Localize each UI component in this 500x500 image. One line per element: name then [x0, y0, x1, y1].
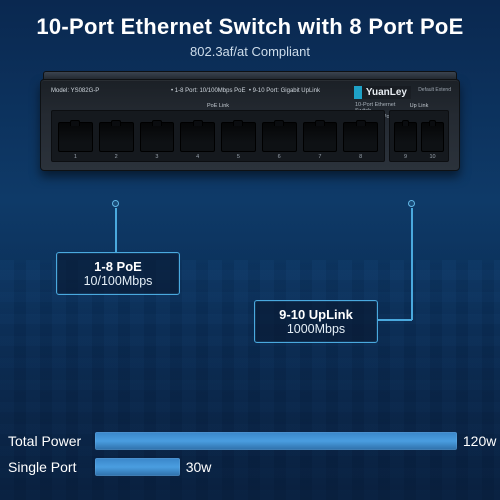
uplink-ports-group: Up Link 9 10: [389, 110, 449, 162]
port-8: 8: [343, 122, 378, 152]
port-6: 6: [262, 122, 297, 152]
device-port-desc: • 1-8 Port: 10/100Mbps PoE • 9-10 Port: …: [171, 88, 320, 95]
callout-uplink-line-h: [378, 319, 412, 321]
page-title: 10-Port Ethernet Switch with 8 Port PoE: [10, 14, 490, 40]
power-single-bar: [95, 458, 180, 476]
port-1: 1: [58, 122, 93, 152]
power-single-label: Single Port: [0, 459, 95, 475]
power-total-value: 120w: [463, 433, 496, 449]
poe-ports-group: PoE Link 1 2 3 4 5 6 7 8: [51, 110, 385, 162]
device-model-label: Model: YS082G-P: [51, 88, 99, 95]
callout-uplink-line1: 9-10 UpLink: [263, 307, 369, 322]
port-7: 7: [303, 122, 338, 152]
power-total-row: Total Power 120w: [0, 432, 480, 450]
callout-poe: 1-8 PoE 10/100Mbps: [56, 252, 180, 295]
port-4: 4: [180, 122, 215, 152]
callout-poe-line: [115, 208, 117, 252]
callout-poe-line2: 10/100Mbps: [65, 274, 171, 288]
uplink-group-label: Up Link: [410, 103, 429, 109]
port-10: 10: [421, 122, 444, 152]
header: 10-Port Ethernet Switch with 8 Port PoE …: [0, 0, 500, 61]
port-3: 3: [140, 122, 175, 152]
power-total-label: Total Power: [0, 433, 95, 449]
callout-uplink-anchor-dot: [408, 200, 415, 207]
device-extend-label: Default Extend: [418, 88, 451, 94]
power-total-bar: [95, 432, 457, 450]
device-illustration: Model: YS082G-P • 1-8 Port: 10/100Mbps P…: [40, 79, 460, 171]
device-brand: YuanLey: [354, 86, 411, 99]
callout-uplink: 9-10 UpLink 1000Mbps: [254, 300, 378, 343]
port-2: 2: [99, 122, 134, 152]
power-section: Total Power 120w Single Port 30w: [0, 424, 480, 476]
callout-uplink-line2: 1000Mbps: [263, 322, 369, 336]
power-single-value: 30w: [186, 459, 212, 475]
port-5: 5: [221, 122, 256, 152]
callout-uplink-line-v: [411, 208, 413, 320]
port-9: 9: [394, 122, 417, 152]
poe-group-label: PoE Link: [207, 103, 229, 109]
page-subtitle: 802.3af/at Compliant: [10, 44, 490, 59]
callout-poe-anchor-dot: [112, 200, 119, 207]
callout-poe-line1: 1-8 PoE: [65, 259, 171, 274]
power-single-row: Single Port 30w: [0, 458, 480, 476]
